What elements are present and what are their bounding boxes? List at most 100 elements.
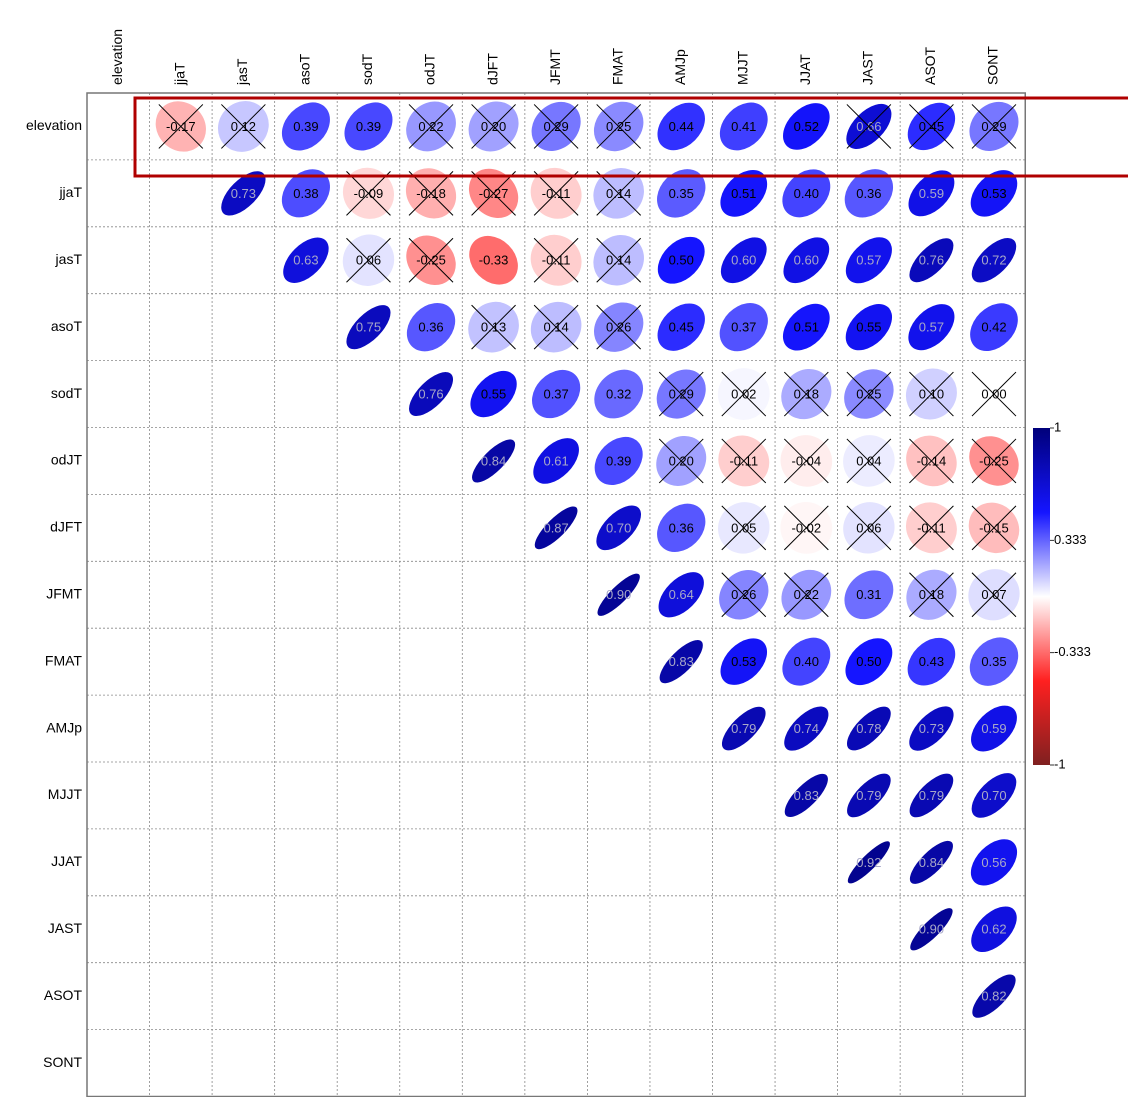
- value-label: 0.83: [794, 788, 819, 803]
- cross: [596, 104, 642, 149]
- correlation-ellipse: [972, 974, 1016, 1018]
- value-label: 0.79: [856, 788, 881, 803]
- column-label: SONT: [985, 46, 1001, 85]
- correlation-ellipse: [657, 503, 706, 553]
- value-label: 0.60: [794, 253, 819, 268]
- row-label: asoT: [51, 318, 83, 334]
- column-label: JFMT: [547, 49, 563, 85]
- correlation-ellipse: [221, 171, 266, 216]
- cross: [408, 237, 454, 283]
- correlation-ellipse: [783, 103, 830, 150]
- row-label: ASOT: [44, 987, 83, 1003]
- row-label: JJAT: [51, 853, 82, 869]
- row-label: elevation: [26, 117, 82, 133]
- value-label: 0.35: [669, 186, 694, 201]
- value-label: 0.36: [856, 186, 881, 201]
- cross: [846, 371, 892, 417]
- row-label: odJT: [51, 452, 83, 468]
- cross: [221, 104, 266, 149]
- column-label: FMAT: [609, 47, 625, 85]
- column-label: odJT: [422, 53, 438, 85]
- correlation-ellipse: [970, 303, 1018, 352]
- colorbar-tick-label: 0.333: [1054, 532, 1087, 547]
- cross: [783, 371, 829, 417]
- value-label: 0.78: [856, 721, 881, 736]
- value-label: 0.31: [856, 587, 881, 602]
- colorbar: [1033, 428, 1050, 765]
- value-label: 0.40: [794, 186, 819, 201]
- correlation-ellipse: [657, 236, 705, 284]
- value-label: -0.33: [479, 253, 509, 268]
- value-label: 0.37: [543, 386, 568, 401]
- cross: [721, 505, 767, 551]
- row-label: FMAT: [45, 652, 83, 668]
- correlation-ellipse: [470, 370, 517, 418]
- correlation-ellipse: [971, 773, 1017, 818]
- correlation-ellipse: [344, 102, 393, 151]
- correlation-ellipse: [845, 638, 893, 686]
- value-label: 0.84: [919, 855, 944, 870]
- column-label: ASOT: [922, 46, 938, 85]
- row-label: AMJp: [46, 719, 82, 735]
- correlation-ellipse: [908, 170, 955, 217]
- cross: [408, 104, 454, 149]
- correlation-ellipse: [910, 908, 953, 951]
- value-label: 0.70: [981, 788, 1006, 803]
- correlation-ellipse: [969, 637, 1019, 686]
- column-label: JJAT: [797, 54, 813, 85]
- value-label: 0.60: [731, 253, 756, 268]
- value-label: 0.44: [669, 119, 694, 134]
- cross: [471, 304, 516, 350]
- correlation-ellipse: [346, 305, 391, 350]
- value-label: 0.84: [481, 453, 506, 468]
- correlation-ellipse: [970, 170, 1018, 217]
- correlation-ellipse: [846, 706, 891, 751]
- correlation-ellipse: [721, 706, 766, 751]
- value-label: 0.79: [731, 721, 756, 736]
- correlation-ellipse: [472, 439, 516, 483]
- value-label: 0.50: [669, 253, 694, 268]
- cross: [783, 572, 829, 618]
- cross: [783, 438, 829, 484]
- value-label: 0.63: [293, 253, 318, 268]
- value-label: 0.37: [731, 320, 756, 335]
- cross: [909, 104, 954, 149]
- correlation-ellipse: [720, 237, 767, 284]
- correlation-ellipse: [720, 169, 768, 217]
- correlation-ellipse: [719, 303, 768, 352]
- correlation-ellipse: [844, 169, 894, 218]
- cross: [846, 438, 892, 484]
- cross: [471, 104, 516, 149]
- cross: [783, 505, 829, 551]
- cross: [533, 104, 579, 149]
- cross: [721, 572, 767, 618]
- correlation-ellipse: [657, 169, 706, 218]
- correlation-ellipse: [845, 303, 893, 351]
- cross: [971, 438, 1017, 484]
- value-label: 0.70: [606, 520, 631, 535]
- correlation-ellipse: [597, 573, 640, 616]
- correlation-ellipse: [971, 705, 1017, 752]
- value-label: 0.90: [919, 922, 944, 937]
- value-label: 0.75: [356, 320, 381, 335]
- correlation-ellipse: [847, 773, 891, 818]
- value-label: 0.53: [981, 186, 1006, 201]
- value-label: 0.57: [856, 253, 881, 268]
- value-label: 0.45: [669, 320, 694, 335]
- correlation-ellipse: [909, 706, 954, 751]
- cross: [909, 572, 954, 618]
- correlation-ellipse: [657, 102, 705, 151]
- cross: [533, 304, 579, 350]
- correlation-ellipse: [971, 906, 1017, 953]
- column-label: asoT: [297, 53, 313, 85]
- correlation-ellipse: [534, 506, 578, 550]
- correlation-ellipse: [409, 372, 454, 417]
- correlation-ellipse: [283, 237, 329, 283]
- correlation-ellipse: [845, 237, 892, 284]
- cross: [721, 438, 767, 484]
- value-label: 0.79: [919, 788, 944, 803]
- value-label: 0.39: [293, 119, 318, 134]
- value-label: 0.73: [919, 721, 944, 736]
- correlation-ellipse: [281, 102, 330, 151]
